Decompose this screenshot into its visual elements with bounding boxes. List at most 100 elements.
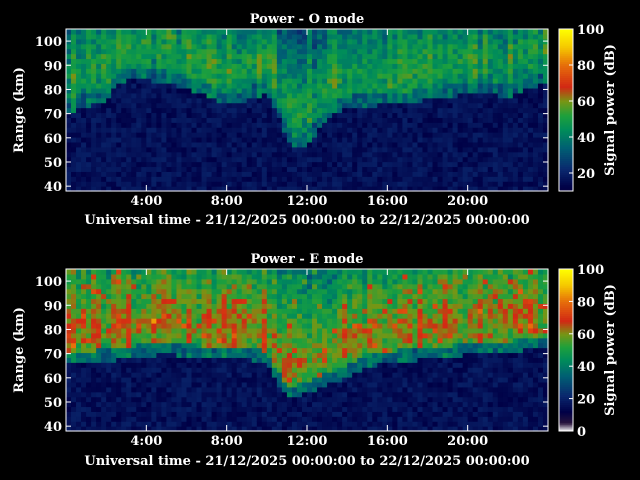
heatmap-cell	[497, 176, 504, 182]
heatmap-cell	[81, 92, 87, 99]
heatmap-cell	[402, 117, 409, 123]
heatmap-cell	[91, 122, 97, 128]
heatmap-cell	[507, 73, 514, 79]
heatmap-cell	[322, 92, 328, 99]
heatmap-cell	[296, 117, 303, 123]
heatmap-cell	[191, 411, 198, 417]
heatmap-cell	[251, 83, 258, 89]
heatmap-cell	[502, 63, 509, 69]
heatmap-cell	[91, 43, 97, 50]
heatmap-cell	[101, 171, 107, 177]
heatmap-cell	[166, 48, 173, 55]
heatmap-cell	[432, 29, 439, 35]
heatmap-cell	[276, 337, 283, 344]
heatmap-cell	[307, 181, 313, 187]
heatmap-cell	[136, 186, 142, 192]
heatmap-cell	[497, 102, 504, 109]
heatmap-cell	[382, 181, 388, 187]
heatmap-cell	[482, 176, 489, 182]
heatmap-cell	[96, 308, 102, 314]
heatmap-cell	[216, 186, 223, 192]
heatmap-cell	[71, 342, 77, 349]
heatmap-cell	[256, 401, 263, 408]
heatmap-cell	[322, 127, 328, 133]
heatmap-cell	[156, 381, 162, 388]
heatmap-cell	[141, 401, 147, 408]
heatmap-cell	[447, 33, 454, 40]
heatmap-cell	[101, 337, 107, 344]
heatmap-cell	[151, 29, 157, 35]
heatmap-cell	[322, 146, 328, 153]
heatmap-cell	[226, 401, 233, 408]
heatmap-cell	[497, 48, 504, 55]
heatmap-cell	[106, 352, 112, 358]
heatmap-cell	[146, 122, 152, 128]
heatmap-cell	[337, 122, 343, 128]
heatmap-cell	[362, 38, 368, 45]
heatmap-cell	[467, 146, 474, 153]
heatmap-cell	[291, 186, 298, 192]
heatmap-cell	[146, 29, 152, 35]
heatmap-cell	[226, 171, 233, 177]
heatmap-cell	[452, 176, 459, 182]
heatmap-cell	[71, 33, 77, 40]
heatmap-cell	[387, 161, 393, 168]
heatmap-cell	[161, 411, 168, 417]
heatmap-cell	[246, 97, 253, 104]
heatmap-cell	[241, 269, 248, 275]
heatmap-cell	[256, 372, 263, 378]
heatmap-cell	[91, 293, 97, 300]
heatmap-cell	[226, 137, 233, 143]
heatmap-cell	[71, 421, 77, 427]
heatmap-cell	[322, 137, 328, 143]
heatmap-cell	[537, 53, 544, 60]
heatmap-cell	[301, 141, 308, 148]
heatmap-cell	[146, 137, 152, 143]
heatmap-cell	[151, 181, 157, 187]
heatmap-cell	[296, 137, 303, 143]
heatmap-cell	[276, 38, 283, 45]
heatmap-cell	[291, 318, 298, 324]
heatmap-cell	[251, 411, 258, 417]
heatmap-cell	[412, 137, 419, 143]
heatmap-cell	[121, 181, 127, 187]
heatmap-cell	[317, 137, 323, 143]
heatmap-cell	[397, 83, 403, 89]
heatmap-cell	[221, 78, 228, 84]
heatmap-cell	[216, 332, 223, 339]
heatmap-cell	[76, 327, 82, 334]
heatmap-cell	[507, 33, 514, 40]
heatmap-cell	[317, 386, 323, 393]
heatmap-cell	[66, 426, 72, 432]
heatmap-cell	[216, 288, 223, 295]
heatmap-cell	[286, 332, 293, 339]
heatmap-cell	[206, 107, 213, 114]
heatmap-cell	[301, 127, 308, 133]
heatmap-cell	[261, 347, 268, 354]
heatmap-cell	[317, 278, 323, 285]
heatmap-cell	[261, 102, 268, 109]
heatmap-cell	[81, 367, 87, 373]
heatmap-cell	[522, 63, 529, 69]
heatmap-cell	[136, 146, 142, 153]
heatmap-cell	[512, 137, 519, 143]
heatmap-cell	[166, 58, 173, 64]
heatmap-cell	[357, 186, 363, 192]
heatmap-cell	[181, 332, 188, 339]
heatmap-cell	[271, 132, 278, 138]
heatmap-cell	[86, 406, 92, 412]
heatmap-cell	[246, 137, 253, 143]
heatmap-cell	[542, 156, 549, 163]
heatmap-cell	[126, 396, 132, 403]
heatmap-cell	[296, 401, 303, 408]
heatmap-cell	[322, 29, 328, 35]
heatmap-cell	[512, 186, 519, 192]
heatmap-cell	[246, 308, 253, 314]
heatmap-cell	[437, 48, 444, 55]
heatmap-cell	[181, 63, 188, 69]
heatmap-cell	[181, 411, 188, 417]
heatmap-cell	[422, 63, 429, 69]
heatmap-cell	[261, 352, 268, 358]
heatmap-cell	[307, 406, 313, 412]
heatmap-cell	[166, 38, 173, 45]
